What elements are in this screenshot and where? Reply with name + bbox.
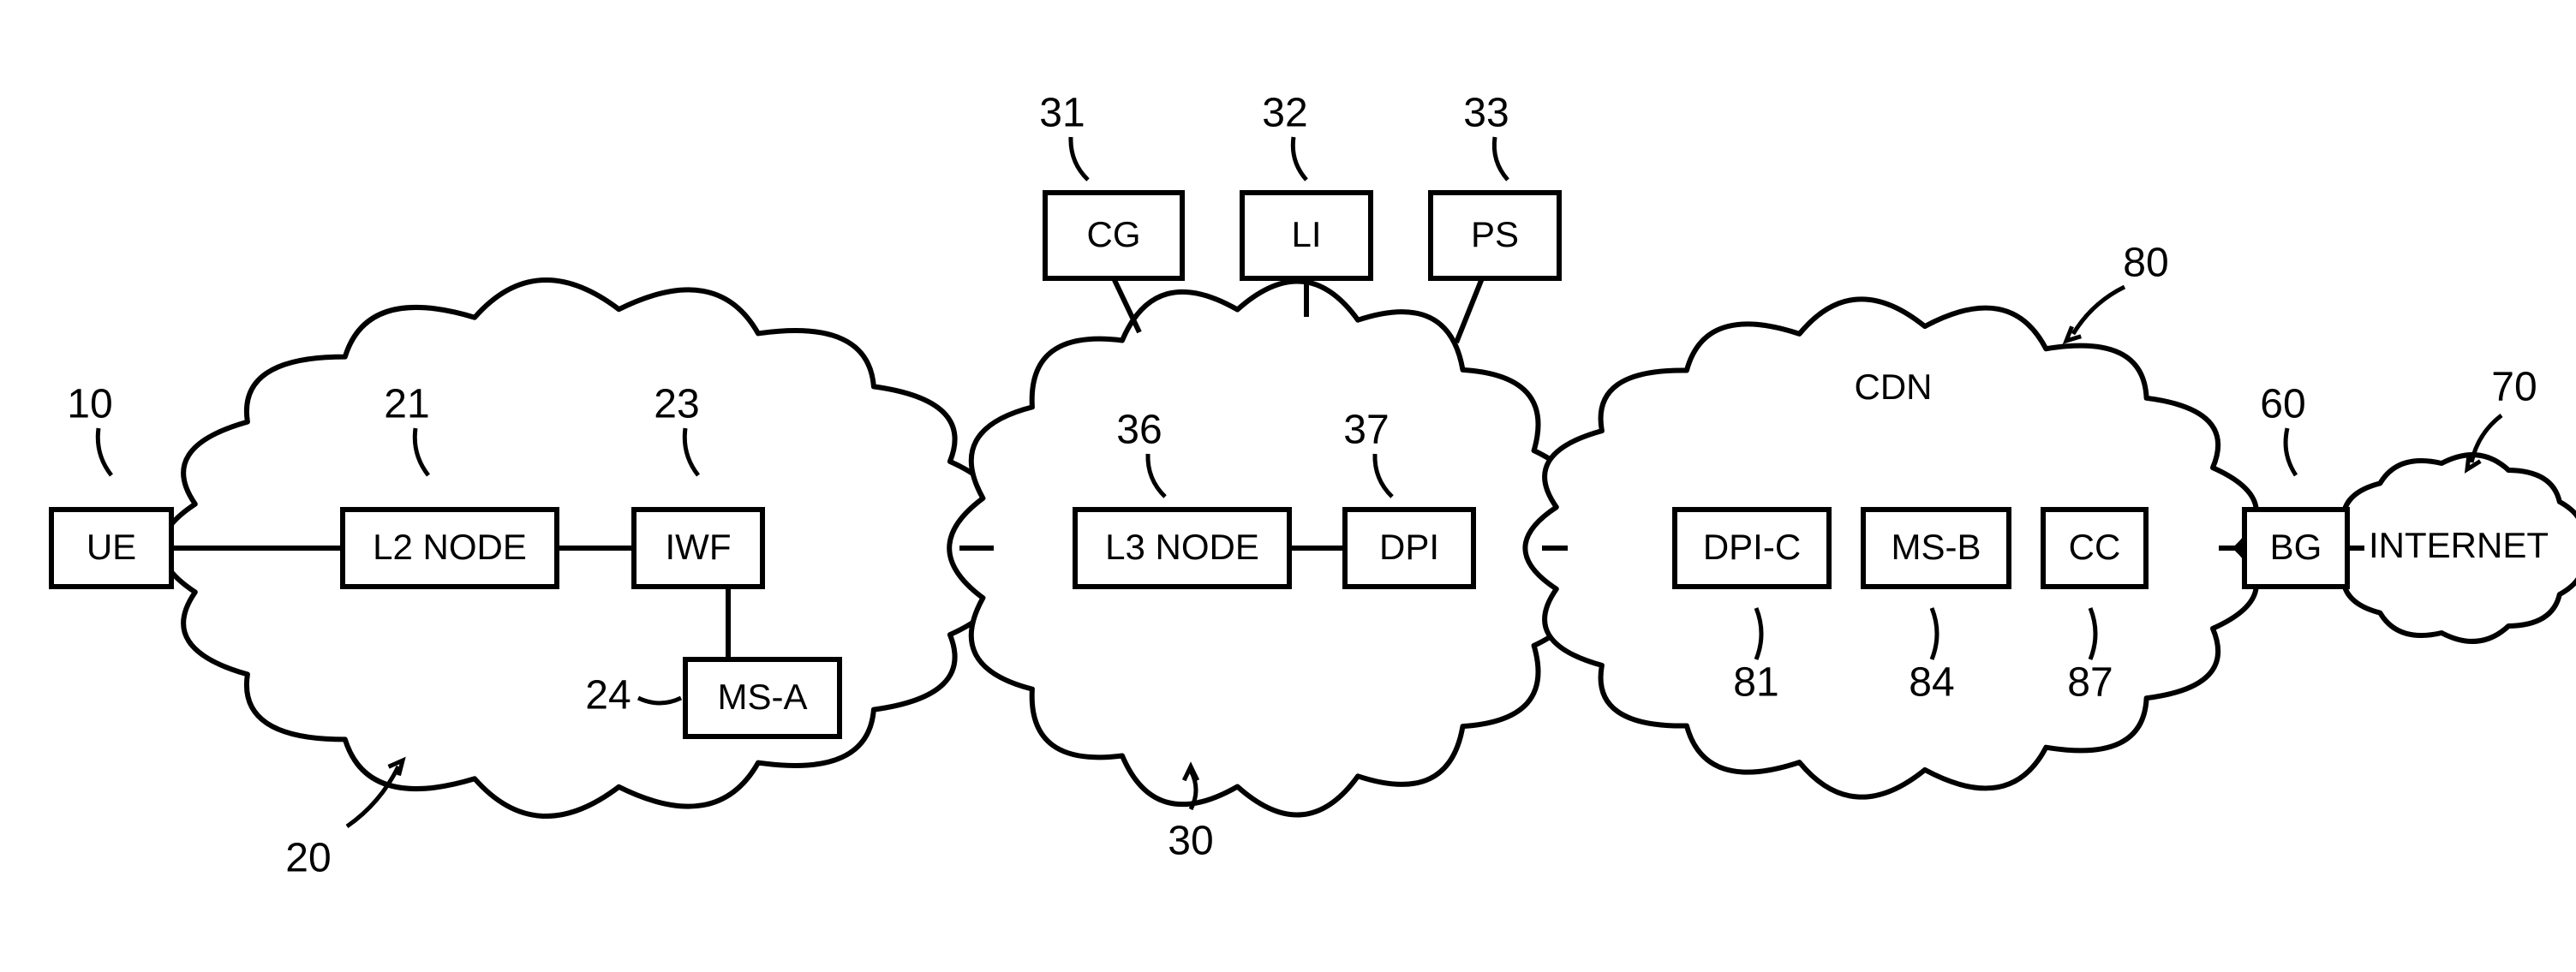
leader-10	[98, 428, 111, 475]
box-li-label: LI	[1291, 214, 1321, 254]
box-dpic: DPI-C	[1675, 510, 1829, 587]
ref-60: 60	[2260, 382, 2305, 427]
ref-70: 70	[2491, 365, 2537, 410]
connector-box-cg-cloud-30	[1114, 278, 1139, 332]
ref-87: 87	[2067, 660, 2113, 706]
ref-36: 36	[1116, 408, 1162, 453]
box-iwf-label: IWF	[666, 527, 732, 567]
ref-37: 37	[1343, 408, 1389, 453]
box-bg: BG	[2244, 510, 2347, 587]
ref-33: 33	[1463, 91, 1509, 136]
box-dpi-label: DPI	[1379, 527, 1439, 567]
box-cc: CC	[2043, 510, 2146, 587]
box-l2-label: L2 NODE	[373, 527, 527, 567]
box-msb-label: MS-B	[1892, 527, 1981, 567]
ref-20: 20	[285, 836, 331, 881]
ref-24: 24	[585, 673, 631, 719]
box-dpi: DPI	[1345, 510, 1473, 587]
box-msa: MS-A	[685, 659, 840, 736]
box-bg-label: BG	[2270, 527, 2322, 567]
box-ue: UE	[51, 510, 171, 587]
leader-33	[1494, 137, 1508, 180]
box-l3: L3 NODE	[1075, 510, 1289, 587]
ref-32: 32	[1262, 91, 1307, 136]
diagram-canvas: UE L2 NODE IWF MS-A CG LI PS L3 NODE DPI DPI-C MS-…	[0, 0, 2576, 972]
ref-80: 80	[2123, 241, 2168, 286]
leader-80	[2073, 287, 2125, 334]
box-msb: MS-B	[1863, 510, 2009, 587]
ref-81: 81	[1733, 660, 1778, 706]
box-cg: CG	[1045, 193, 1182, 278]
box-msa-label: MS-A	[718, 677, 808, 717]
leader-32	[1293, 137, 1306, 180]
ref-10: 10	[67, 382, 112, 427]
ref-84: 84	[1909, 660, 1954, 706]
ref-30: 30	[1168, 819, 1213, 864]
box-cc-label: CC	[2069, 527, 2121, 567]
connector-box-ps-cloud-30	[1456, 278, 1482, 343]
cloud-80-label: CDN	[1855, 367, 1933, 407]
ref-31: 31	[1039, 91, 1085, 136]
box-l2: L2 NODE	[343, 510, 557, 587]
box-dpic-label: DPI-C	[1703, 527, 1801, 567]
cloud-70-label: INTERNET	[2369, 525, 2549, 565]
box-l3-label: L3 NODE	[1105, 527, 1259, 567]
box-cg-label: CG	[1087, 214, 1141, 254]
leader-31	[1071, 137, 1088, 180]
box-li: LI	[1242, 193, 1371, 278]
box-iwf: IWF	[634, 510, 762, 587]
ref-21: 21	[384, 382, 429, 427]
leader-60	[2286, 428, 2296, 475]
ref-23: 23	[654, 382, 699, 427]
box-ps-label: PS	[1471, 214, 1519, 254]
box-ue-label: UE	[87, 527, 136, 567]
box-ps: PS	[1431, 193, 1559, 278]
